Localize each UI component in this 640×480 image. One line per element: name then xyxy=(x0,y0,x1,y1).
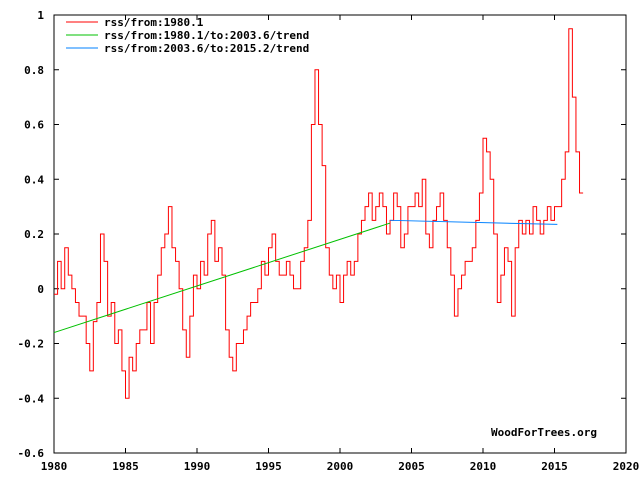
legend-label-1: rss/from:1980.1/to:2003.6/trend xyxy=(104,29,309,42)
series-line-0 xyxy=(54,28,584,399)
legend-label-2: rss/from:2003.6/to:2015.2/trend xyxy=(104,42,309,55)
y-tick-label: 0.6 xyxy=(24,119,44,132)
y-tick-label: 0 xyxy=(37,283,44,296)
x-tick-label: 2005 xyxy=(398,460,425,473)
x-tick-label: 1990 xyxy=(184,460,211,473)
y-tick-label: 0.4 xyxy=(24,173,44,186)
series-line-1 xyxy=(53,222,391,334)
y-tick-label: 1 xyxy=(37,9,44,22)
y-tick-label: -0.2 xyxy=(18,338,45,351)
y-tick-label: -0.6 xyxy=(18,447,45,460)
x-tick-label: 1980 xyxy=(41,460,68,473)
y-tick-label: -0.4 xyxy=(18,392,45,405)
y-tick-label: 0.8 xyxy=(24,64,44,77)
x-tick-label: 1995 xyxy=(255,460,282,473)
x-tick-label: 2000 xyxy=(327,460,354,473)
x-tick-label: 2020 xyxy=(613,460,640,473)
y-tick-label: 0.2 xyxy=(24,228,44,241)
watermark: WoodForTrees.org xyxy=(491,426,597,439)
x-tick-label: 1985 xyxy=(112,460,139,473)
legend-label-0: rss/from:1980.1 xyxy=(104,16,204,29)
series-line-2 xyxy=(390,219,558,225)
x-tick-label: 2015 xyxy=(541,460,568,473)
x-tick-label: 2010 xyxy=(470,460,497,473)
